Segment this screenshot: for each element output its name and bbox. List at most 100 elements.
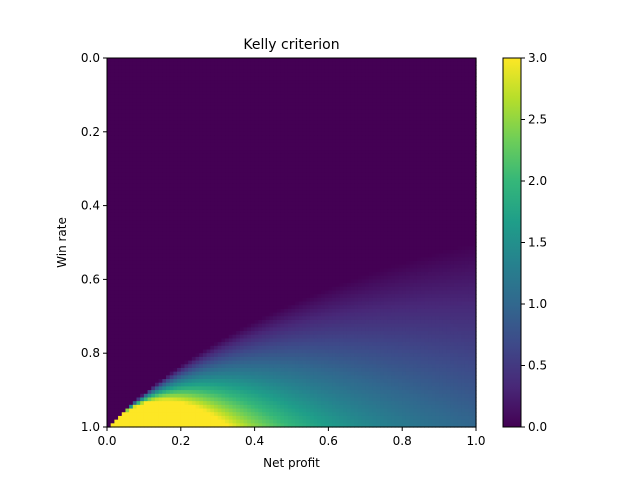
heatmap-cell	[121, 205, 127, 210]
heatmap-cell	[343, 190, 348, 196]
heatmap-cell	[250, 83, 256, 89]
heatmap-cell	[416, 109, 422, 114]
heatmap-cell	[380, 128, 385, 133]
heatmap-cell	[361, 146, 366, 151]
heatmap-cell	[184, 83, 189, 89]
heatmap-cell	[472, 76, 477, 81]
heatmap-cell	[372, 165, 377, 170]
heatmap-cell	[118, 98, 123, 103]
heatmap-cell	[365, 235, 370, 240]
heatmap-cell	[125, 172, 130, 177]
heatmap-cell	[398, 187, 403, 192]
heatmap-cell	[442, 58, 448, 63]
heatmap-cell	[191, 131, 197, 137]
heatmap-cell	[372, 235, 377, 240]
heatmap-cell	[184, 220, 189, 225]
heatmap-cell	[236, 220, 241, 225]
heatmap-cell	[402, 87, 407, 92]
heatmap-cell	[339, 165, 344, 170]
heatmap-cell	[391, 61, 396, 66]
heatmap-cell	[166, 69, 171, 74]
heatmap-cell	[416, 142, 422, 148]
heatmap-cell	[457, 109, 462, 114]
heatmap-cell	[129, 179, 134, 185]
heatmap-cell	[169, 165, 175, 170]
heatmap-cell	[195, 61, 200, 66]
heatmap-cell	[188, 65, 193, 70]
heatmap-cell	[328, 235, 333, 240]
heatmap-cell	[195, 76, 200, 81]
heatmap-cell	[110, 113, 115, 118]
heatmap-cell	[435, 76, 440, 81]
heatmap-cell	[151, 58, 156, 63]
heatmap-cell	[147, 72, 152, 78]
heatmap-cell	[343, 183, 348, 188]
heatmap-cell	[453, 61, 459, 66]
heatmap-cell	[468, 58, 473, 63]
heatmap-cell	[428, 65, 433, 70]
heatmap-cell	[162, 176, 167, 181]
heatmap-cell	[147, 87, 152, 92]
heatmap-cell	[295, 105, 300, 111]
heatmap-cell	[199, 61, 204, 66]
heatmap-cell	[199, 65, 204, 70]
heatmap-cell	[346, 161, 352, 166]
heatmap-cell	[357, 194, 363, 199]
heatmap-cell	[442, 91, 448, 96]
heatmap-cell	[468, 131, 473, 137]
heatmap-cell	[284, 194, 289, 199]
heatmap-cell	[158, 94, 163, 100]
heatmap-cell	[273, 120, 278, 126]
heatmap-cell	[239, 190, 245, 196]
heatmap-cell	[276, 105, 282, 111]
heatmap-cell	[413, 205, 418, 210]
heatmap-cell	[269, 61, 274, 66]
heatmap-cell	[250, 113, 256, 118]
heatmap-cell	[450, 142, 455, 148]
heatmap-cell	[221, 198, 226, 203]
heatmap-cell	[453, 161, 459, 166]
heatmap-cell	[439, 231, 444, 236]
heatmap-cell	[372, 157, 377, 162]
heatmap-cell	[317, 150, 322, 155]
heatmap-cell	[365, 105, 370, 111]
heatmap-cell	[221, 187, 226, 192]
heatmap-cell	[239, 76, 245, 81]
heatmap-cell	[195, 128, 200, 133]
heatmap-cell	[321, 98, 326, 103]
heatmap-cell	[129, 153, 134, 159]
heatmap-cell	[446, 113, 451, 118]
heatmap-cell	[420, 83, 425, 89]
heatmap-cell	[328, 198, 333, 203]
heatmap-cell	[136, 135, 141, 140]
heatmap-cell	[354, 58, 359, 63]
heatmap-cell	[357, 157, 363, 162]
heatmap-cell	[195, 131, 200, 137]
heatmap-cell	[250, 227, 256, 233]
heatmap-cell	[361, 235, 366, 240]
heatmap-cell	[225, 231, 230, 236]
heatmap-cell	[398, 179, 403, 185]
heatmap-cell	[184, 87, 189, 92]
heatmap-cell	[306, 157, 311, 162]
heatmap-cell	[154, 183, 160, 188]
heatmap-cell	[239, 131, 245, 137]
heatmap-cell	[387, 142, 392, 148]
heatmap-cell	[143, 135, 149, 140]
heatmap-cell	[402, 194, 407, 199]
heatmap-cell	[317, 183, 322, 188]
heatmap-cell	[357, 69, 363, 74]
heatmap-cell	[143, 198, 149, 203]
heatmap-cell	[125, 102, 130, 107]
heatmap-cell	[118, 120, 123, 126]
heatmap-cell	[398, 150, 403, 155]
heatmap-cell	[162, 135, 167, 140]
heatmap-cell	[118, 76, 123, 81]
heatmap-cell	[136, 198, 141, 203]
heatmap-cell	[372, 120, 377, 126]
heatmap-cell	[383, 120, 389, 126]
heatmap-cell	[118, 117, 123, 122]
heatmap-cell	[428, 201, 433, 207]
heatmap-cell	[295, 76, 300, 81]
heatmap-cell	[147, 212, 152, 218]
